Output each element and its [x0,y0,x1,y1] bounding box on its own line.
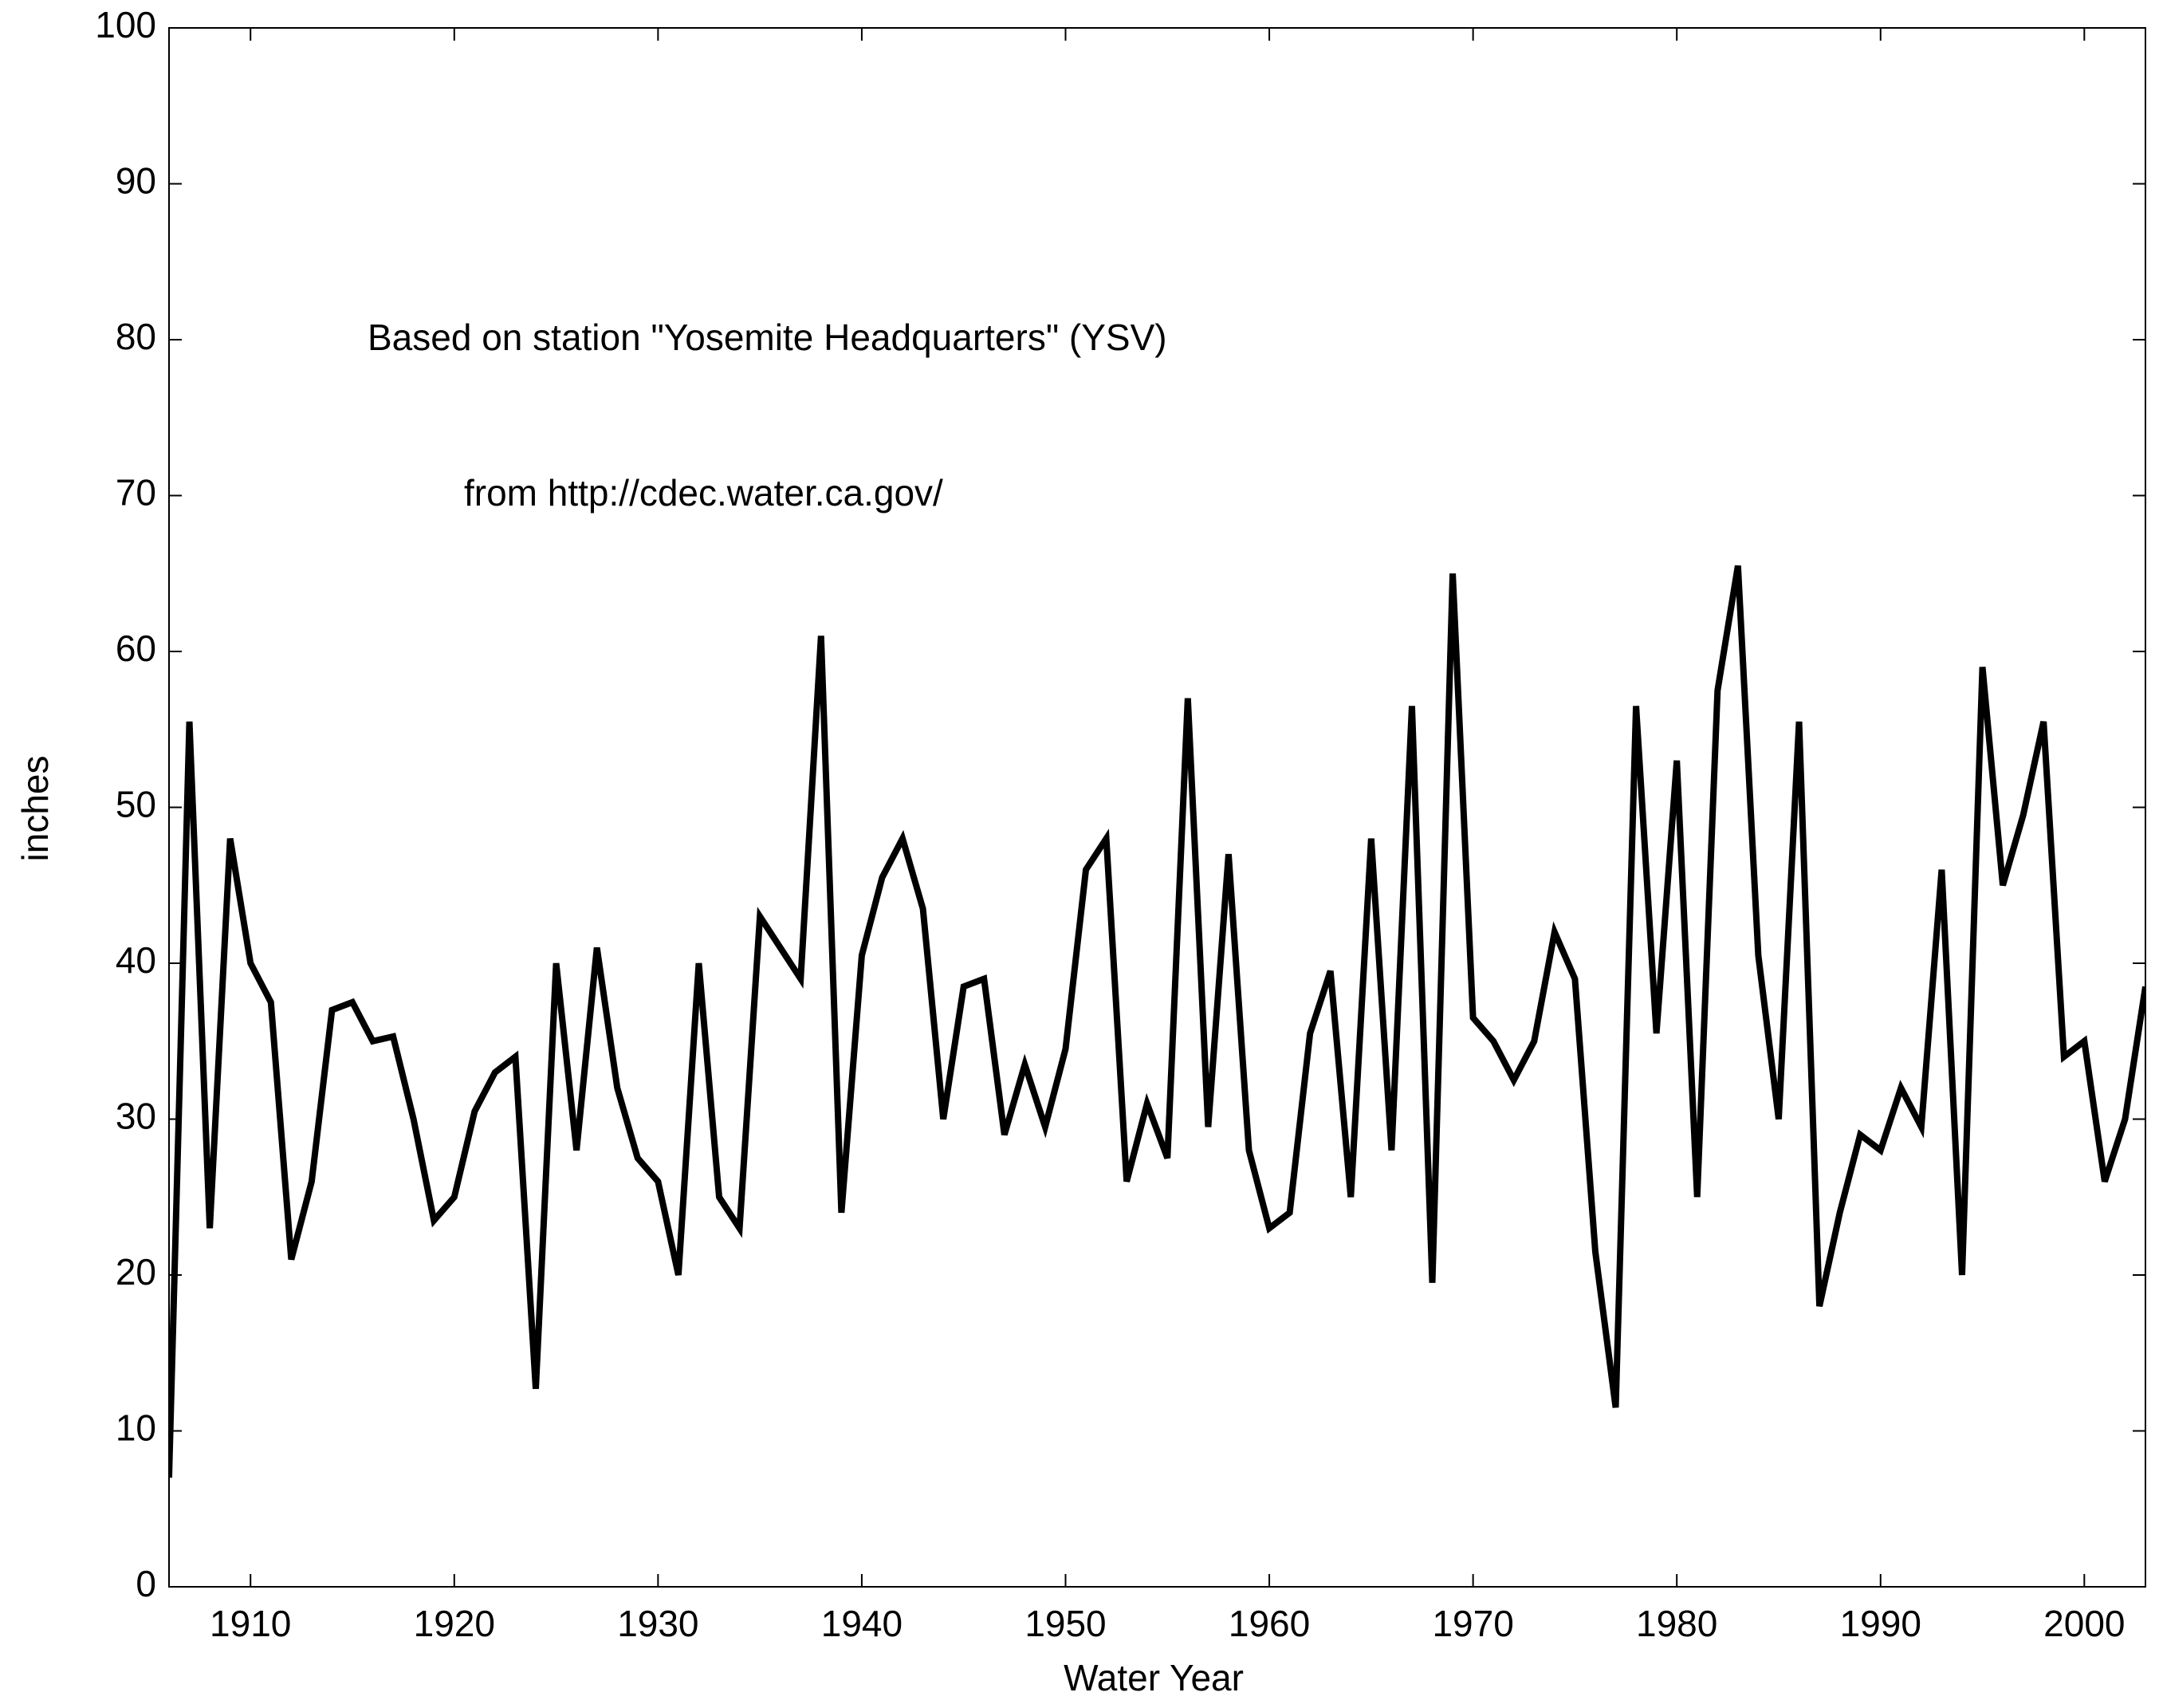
y-tick-label: 80 [116,316,156,357]
x-tick-label: 1970 [1432,1603,1513,1644]
y-tick-label: 100 [95,4,156,45]
y-tick-label: 50 [116,784,156,825]
x-tick-label: 1980 [1636,1603,1717,1644]
y-axis-label: inches [14,756,56,862]
y-tick-label: 70 [116,472,156,514]
data-line [169,565,2145,1478]
y-tick-label: 60 [116,628,156,669]
x-axis-label: Water Year [1064,1657,1244,1698]
x-tick-label: 1990 [1840,1603,1921,1644]
y-tick-label: 40 [116,939,156,981]
x-tick-label: 1940 [821,1603,903,1644]
x-tick-label: 1950 [1024,1603,1106,1644]
y-tick-label: 30 [116,1096,156,1137]
y-tick-label: 90 [116,160,156,202]
x-tick-label: 1930 [617,1603,698,1644]
x-tick-label: 2000 [2043,1603,2125,1644]
x-tick-label: 1920 [414,1603,495,1644]
x-tick-label: 1960 [1229,1603,1310,1644]
plot-frame [168,27,2146,1588]
x-tick-label: 1910 [210,1603,291,1644]
annotation: Based on station "Yosemite Headquarters"… [368,317,1167,358]
y-tick-label: 10 [116,1407,156,1449]
annotation: from http://cdec.water.ca.gov/ [464,472,943,514]
y-tick-label: 0 [136,1563,156,1604]
y-tick-label: 20 [116,1251,156,1293]
